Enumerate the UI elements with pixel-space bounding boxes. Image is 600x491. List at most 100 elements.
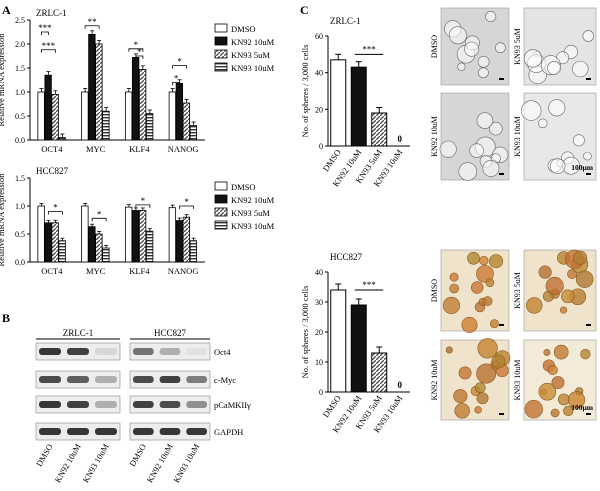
sphere <box>485 278 495 287</box>
sphere <box>448 26 467 45</box>
x-tick-label: NANOG <box>168 144 199 154</box>
significance-bracket <box>172 82 181 86</box>
blot-band <box>159 428 181 435</box>
photo-label: KN92 10uM <box>430 360 439 401</box>
photo-label: KN93 5uM <box>513 272 522 309</box>
panel-letter-b: B <box>2 311 10 325</box>
significance-label: * <box>134 40 139 50</box>
sphere <box>477 338 498 359</box>
scale-label: 100μm <box>571 163 594 172</box>
blot-band <box>186 348 207 355</box>
bar <box>189 240 198 263</box>
bar <box>51 222 59 263</box>
sphere <box>567 391 586 409</box>
sphere <box>489 121 503 136</box>
legend-label: KN93 10uM <box>231 221 275 231</box>
legend-swatch <box>214 194 228 204</box>
legend-swatch <box>214 62 228 72</box>
y-tick-label: 0.5 <box>15 230 25 239</box>
bar <box>189 125 198 141</box>
blot-band <box>67 428 89 435</box>
bar <box>138 69 147 141</box>
bar <box>51 94 59 141</box>
photo-label: DMSO <box>430 279 439 302</box>
sphere <box>548 99 566 117</box>
sphere <box>469 143 484 158</box>
sphere <box>470 281 484 294</box>
bar <box>88 34 96 141</box>
blot-group-label: ZRLC-1 <box>63 328 94 338</box>
sphere <box>489 254 504 269</box>
bar <box>95 43 103 141</box>
chart-title: HCC827 <box>330 252 363 262</box>
sphere <box>563 405 574 417</box>
sphere <box>559 306 568 314</box>
lane-label: DMSO <box>127 442 148 468</box>
legend-swatch <box>214 181 228 191</box>
significance-label: ** <box>88 17 98 27</box>
chart-title: HCC827 <box>36 166 69 176</box>
significance-label: * <box>184 197 189 207</box>
y-axis-label: Relative mRNA expression <box>0 173 6 267</box>
sphere <box>550 408 560 418</box>
sphere <box>551 376 565 390</box>
sphere <box>485 11 497 23</box>
bar <box>44 222 52 263</box>
sphere <box>489 319 499 329</box>
sphere <box>461 316 478 333</box>
significance-label: * <box>53 203 58 213</box>
blot-band <box>67 348 89 355</box>
sphere <box>538 265 552 279</box>
y-tick-label: 40 <box>315 268 323 277</box>
significance-label: * <box>174 73 179 83</box>
bar <box>37 205 45 263</box>
blot-band <box>95 401 117 408</box>
sphere <box>572 60 589 78</box>
chart-a-zrlc: 0.0 0.5 1.0 1.5 2.0 2.5 Relative mRNA expressi… <box>0 8 275 154</box>
sphere <box>442 296 461 315</box>
protein-label: Oct4 <box>214 347 231 357</box>
blot-band <box>39 428 61 435</box>
significance-bracket <box>84 25 100 29</box>
chart-c-hcc: 0 10 20 30 40 No. of spheres / 3,000 cells HCC… <box>300 252 410 435</box>
blot-band <box>133 376 154 383</box>
y-tick-label: 20 <box>315 328 323 337</box>
sphere <box>573 250 588 265</box>
legend-label: KN92 10uM <box>231 195 275 205</box>
y-tick-label: 1.0 <box>15 88 25 97</box>
sphere <box>561 289 575 304</box>
sphere <box>439 140 457 158</box>
scale-bar <box>499 413 504 415</box>
sphere <box>474 382 486 394</box>
y-tick-label: 0.0 <box>15 136 25 145</box>
blot-band <box>186 376 207 383</box>
sphere <box>457 62 466 71</box>
photo-label: DMSO <box>430 35 439 58</box>
x-tick-label: NANOG <box>168 266 199 276</box>
blot-band <box>186 428 207 435</box>
panel-letter-c: C <box>300 3 309 17</box>
data-label: 0 <box>398 134 403 144</box>
chart-title: ZRLC-1 <box>36 8 67 18</box>
bar <box>37 91 45 141</box>
sphere <box>557 393 570 406</box>
sphere <box>467 251 480 265</box>
sphere <box>478 67 489 79</box>
bar <box>330 59 347 147</box>
bar <box>182 102 191 141</box>
sphere <box>482 296 493 307</box>
legend-swatch <box>214 220 228 230</box>
bar <box>88 226 96 263</box>
blot-band <box>95 376 117 383</box>
blot-band <box>133 348 154 355</box>
bar <box>102 110 110 141</box>
blot-band <box>95 428 117 435</box>
blot-band <box>39 376 61 383</box>
bar <box>58 240 66 263</box>
sphere <box>553 344 569 360</box>
significance-label: * <box>137 47 142 57</box>
legend-label: KN93 10uM <box>231 63 275 73</box>
sphere <box>526 297 543 314</box>
blot-group-label: HCC827 <box>154 328 187 338</box>
sphere <box>474 406 482 414</box>
